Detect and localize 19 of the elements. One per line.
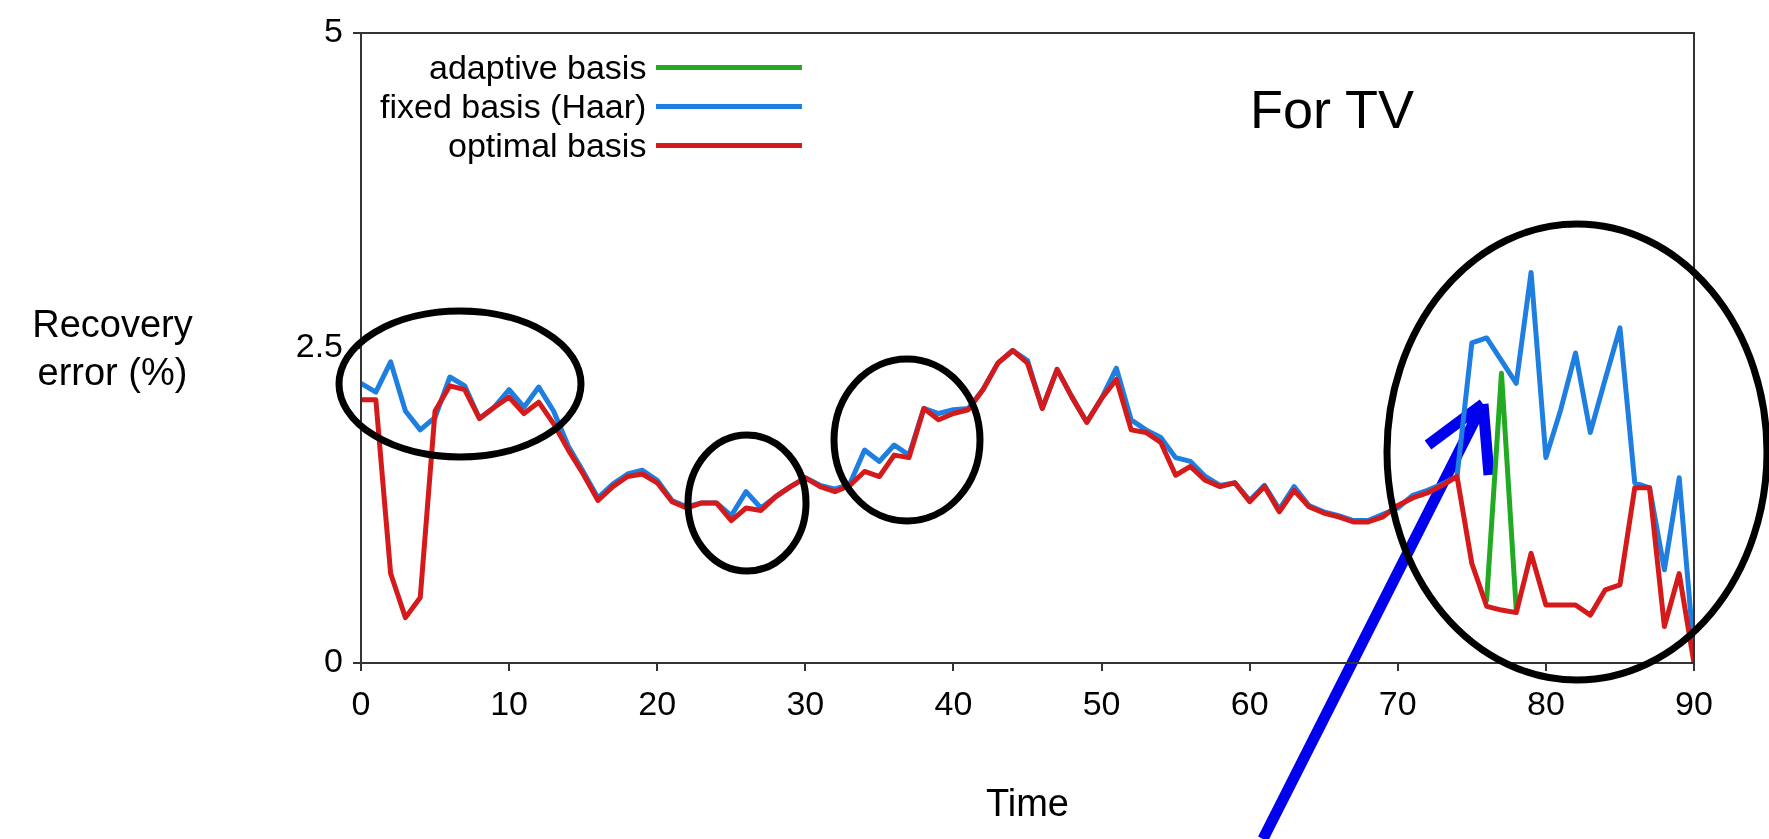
x-tick-label: 80 <box>1526 683 1565 722</box>
x-tick-label: 30 <box>786 683 825 722</box>
legend-label: fixed basis (Haar) <box>380 87 648 126</box>
x-tick-label: 40 <box>934 683 973 722</box>
legend-label: optimal basis <box>447 126 648 165</box>
y-tick-label: 0 <box>324 641 343 680</box>
x-tick-label: 10 <box>490 683 529 722</box>
y-tick-label: 5 <box>324 11 343 50</box>
x-axis-title: Time <box>984 782 1070 825</box>
x-tick-label: 60 <box>1230 683 1269 722</box>
x-tick-label: 20 <box>638 683 677 722</box>
x-tick-label: 0 <box>351 683 371 722</box>
y-tick-label: 2.5 <box>295 326 343 365</box>
x-tick-label: 90 <box>1675 683 1713 722</box>
y-axis-title: Recovery error (%) <box>31 302 194 395</box>
x-tick-label: 70 <box>1378 683 1417 722</box>
x-tick-label: 50 <box>1082 683 1121 722</box>
legend-label: adaptive basis <box>428 48 648 87</box>
annotation: For TV <box>1250 78 1415 140</box>
